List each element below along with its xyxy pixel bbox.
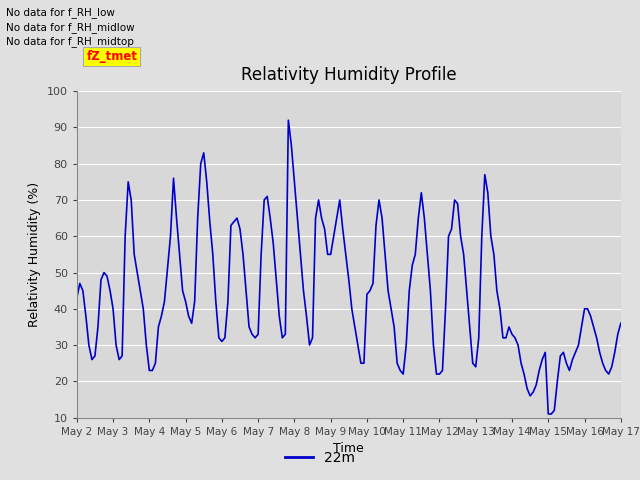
Y-axis label: Relativity Humidity (%): Relativity Humidity (%) [28, 182, 41, 327]
Text: fZ_tmet: fZ_tmet [86, 50, 138, 63]
X-axis label: Time: Time [333, 442, 364, 455]
Text: No data for f_RH_low: No data for f_RH_low [6, 7, 115, 18]
Legend: 22m: 22m [280, 445, 360, 471]
Text: No data for f_RH_midtop: No data for f_RH_midtop [6, 36, 134, 47]
Title: Relativity Humidity Profile: Relativity Humidity Profile [241, 66, 456, 84]
Text: No data for f_RH_midlow: No data for f_RH_midlow [6, 22, 135, 33]
